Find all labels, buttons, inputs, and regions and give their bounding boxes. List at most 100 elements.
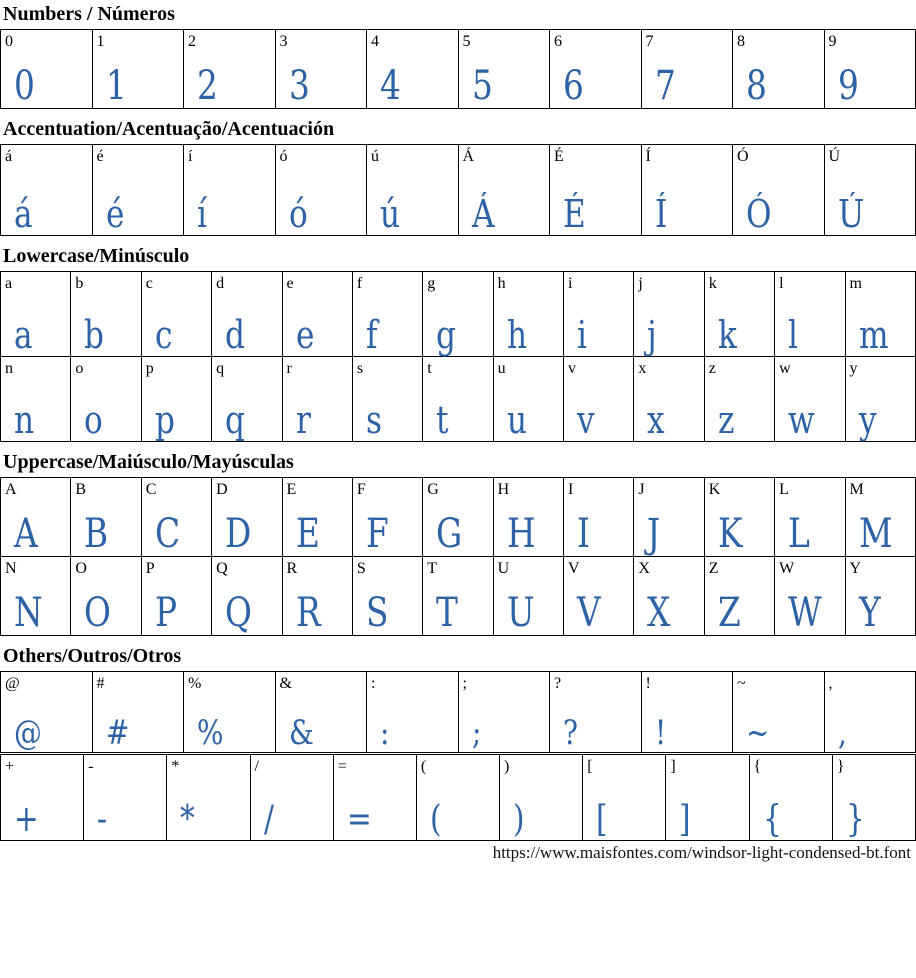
glyph-preview: ? [563, 712, 578, 753]
glyph-row: @ @ # #%% & &::;;??!! ~ ~,, [0, 671, 916, 753]
glyph-label: l [779, 275, 784, 292]
glyph-preview: - [97, 798, 108, 840]
glyph-label: ( [420, 758, 427, 775]
glyph-preview: 1 [105, 63, 127, 109]
glyph-label: a [5, 275, 13, 292]
glyph-cell: ?? [549, 671, 642, 753]
glyph-label: j [638, 275, 643, 292]
glyph-preview: A [14, 511, 38, 557]
glyph-cell: ,, [823, 671, 916, 753]
glyph-preview: ; [471, 712, 481, 753]
glyph-label: X [638, 560, 650, 577]
glyph-preview: R [295, 590, 321, 636]
glyph-preview: Y [858, 590, 881, 636]
section-title-numbers: Numbers / Números [3, 3, 175, 25]
glyph-label: h [497, 275, 506, 292]
glyph-preview: N [14, 590, 43, 636]
glyph-label: ~ [737, 675, 746, 692]
glyph-label: P [145, 560, 155, 577]
glyph-cell: (( [415, 754, 501, 841]
glyph-preview: w [788, 397, 815, 442]
glyph-preview: q [225, 397, 246, 442]
glyph-cell: = = [332, 754, 417, 841]
glyph-preview: E [295, 511, 320, 557]
glyph-preview: l [788, 312, 799, 357]
glyph-label: p [145, 360, 154, 377]
glyph-preview: d [225, 312, 246, 357]
glyph-label: ! [645, 675, 651, 692]
glyph-cell: {{ [748, 754, 833, 841]
glyph-label: w [779, 360, 791, 377]
glyph-preview: G [436, 511, 463, 557]
glyph-preview: K [717, 511, 743, 557]
glyph-label: O [75, 560, 87, 577]
glyph-cell: & & [274, 671, 367, 753]
glyph-label: * [171, 758, 180, 775]
glyph-preview: M [858, 511, 893, 557]
glyph-preview: x [647, 397, 665, 442]
glyph-preview: z [717, 397, 735, 442]
glyph-preview: o [84, 397, 104, 442]
glyph-preview: V [577, 590, 601, 636]
glyph-preview: í [197, 191, 207, 236]
glyph-cell: ]] [665, 754, 750, 841]
glyph-label: 9 [828, 33, 837, 50]
glyph-label: d [216, 275, 225, 292]
glyph-preview: I [577, 511, 590, 557]
glyph-preview: m [858, 312, 889, 357]
section-others: Others/Outros/Otros @ @ # #%% & &::;;??!! ~ ~,,… [0, 645, 916, 841]
glyph-preview: Á [471, 191, 495, 236]
glyph-cell: :: [366, 671, 459, 753]
glyph-label: % [188, 675, 202, 692]
glyph-preview: ( [429, 798, 442, 840]
glyph-preview: Q [225, 590, 253, 636]
glyph-preview: Ó [746, 191, 772, 236]
source-url: https://www.maisfontes.com/windsor-light… [492, 843, 911, 862]
glyph-label: s [356, 360, 364, 377]
glyph-preview: 4 [380, 63, 401, 109]
glyph-label: N [5, 560, 17, 577]
glyph-preview: B [84, 511, 109, 557]
glyph-preview: & [288, 712, 314, 753]
glyph-preview: j [647, 312, 658, 357]
glyph-label: 4 [371, 33, 379, 50]
glyph-label: M [849, 481, 864, 498]
glyph-label: m [849, 275, 862, 292]
glyph-preview: 3 [288, 63, 310, 109]
glyph-label: f [356, 275, 363, 292]
glyph-label: W [779, 560, 795, 577]
glyph-label: J [638, 481, 645, 498]
glyph-preview: P [154, 590, 177, 636]
glyph-label: r [286, 360, 292, 377]
glyph-label: S [356, 560, 366, 577]
glyph-label: R [286, 560, 298, 577]
glyph-label: + [5, 758, 15, 775]
section-title-lowercase: Lowercase/Minúsculo [3, 245, 190, 267]
glyph-label: y [849, 360, 858, 377]
glyph-label: Z [708, 560, 719, 577]
glyph-preview: = [346, 798, 372, 840]
